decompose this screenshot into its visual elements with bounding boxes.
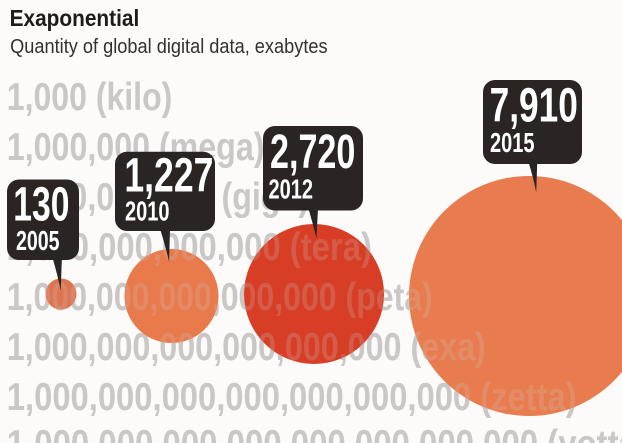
svg-text:1,227: 1,227 (124, 148, 213, 201)
svg-text:2012: 2012 (269, 174, 314, 205)
svg-text:7,910: 7,910 (490, 78, 578, 132)
svg-text:Quantity of global digital dat: Quantity of global digital data, exabyte… (10, 36, 328, 58)
svg-text:2010: 2010 (125, 197, 170, 228)
svg-text:2,720: 2,720 (270, 124, 355, 178)
svg-text:2005: 2005 (16, 226, 60, 257)
svg-text:2015: 2015 (490, 128, 535, 159)
svg-text:Exaponential: Exaponential (10, 5, 140, 31)
svg-text:130: 130 (13, 177, 69, 231)
